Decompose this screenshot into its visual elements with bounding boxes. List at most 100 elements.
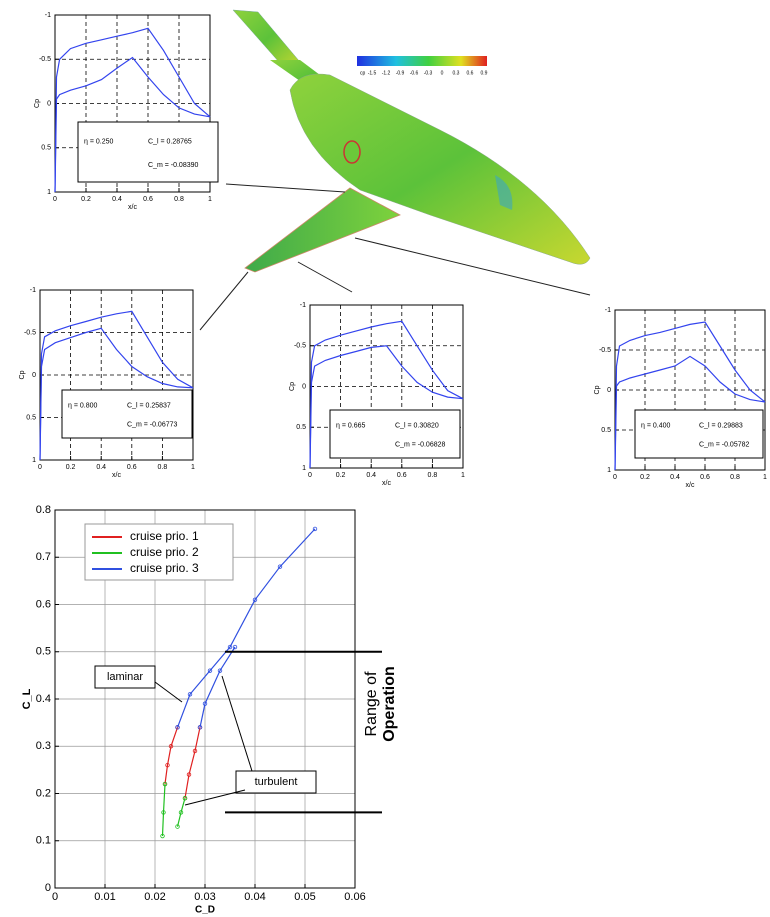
pointer <box>222 676 252 771</box>
legend-label: cruise prio. 1 <box>130 529 199 543</box>
annotation: C_l = 0.30820 <box>395 423 439 430</box>
x-tick-label: 0.6 <box>127 464 137 471</box>
range-label: Range of <box>363 671 380 736</box>
x-tick-label: 0.8 <box>158 464 168 471</box>
x-tick-label: 1 <box>208 196 212 203</box>
x-axis-label: x/c <box>112 472 121 479</box>
y-tick-label: 0.7 <box>36 551 51 563</box>
y-tick-label: 1 <box>47 189 51 196</box>
x-tick-label: 0 <box>308 472 312 479</box>
x-tick-label: 0.01 <box>94 891 115 903</box>
y-axis-label: Cp <box>289 382 296 391</box>
x-tick-label: 0.6 <box>143 196 153 203</box>
y-tick-label: 0.5 <box>36 646 51 658</box>
y-tick-label: 1 <box>302 465 306 472</box>
x-tick-label: 0.06 <box>344 891 365 903</box>
y-tick-label: 0.5 <box>296 424 306 431</box>
x-tick-label: 0 <box>613 474 617 481</box>
x-tick-label: 0.6 <box>397 472 407 479</box>
annotation: C_m = -0.05782 <box>699 441 749 448</box>
annotation: η = 0.250 <box>84 139 113 146</box>
x-tick-label: 0.4 <box>96 464 106 471</box>
y-tick-label: 0.3 <box>36 740 51 752</box>
x-tick-label: 0.6 <box>700 474 710 481</box>
annotation: η = 0.400 <box>641 423 670 430</box>
y-tick-label: -0.5 <box>294 343 306 350</box>
figure: -1.5-1.2-0.9-0.6-0.300.30.60.9cp-1-0.500… <box>0 0 770 917</box>
cp-chart: -1-0.500.5100.20.40.60.81x/cCpη = 0.400C… <box>594 307 767 489</box>
x-tick-label: 0 <box>53 196 57 203</box>
x-axis-label: C_D <box>195 905 215 916</box>
colorbar-tick-label: -0.6 <box>410 70 419 76</box>
annotation: C_m = -0.08390 <box>148 162 198 169</box>
y-tick-label: -1 <box>300 302 306 309</box>
series-line <box>165 727 200 798</box>
annotation: η = 0.800 <box>68 403 97 410</box>
y-tick-label: -0.5 <box>24 329 36 336</box>
x-axis-label: x/c <box>382 480 391 487</box>
y-axis-label: Cp <box>19 370 26 379</box>
colorbar-tick-label: 0.6 <box>467 70 474 76</box>
y-tick-label: 0.1 <box>36 835 51 847</box>
x-tick-label: 0.8 <box>174 196 184 203</box>
annotation: C_l = 0.29883 <box>699 423 743 430</box>
colorbar-tick-label: 0.3 <box>453 70 460 76</box>
y-tick-label: -1 <box>605 307 611 314</box>
annotation: C_m = -0.06828 <box>395 441 445 448</box>
x-tick-label: 0.2 <box>81 196 91 203</box>
annotation: laminar <box>107 671 143 683</box>
y-tick-label: 0.2 <box>36 787 51 799</box>
x-axis-label: x/c <box>128 204 137 211</box>
annotation-box <box>330 410 460 458</box>
y-tick-label: 0 <box>45 882 51 894</box>
annotation: C_m = -0.06773 <box>127 421 177 428</box>
x-tick-label: 1 <box>191 464 195 471</box>
y-tick-label: -1 <box>30 287 36 294</box>
y-tick-label: 0 <box>607 387 611 394</box>
y-tick-label: 1 <box>607 467 611 474</box>
y-tick-label: 0.5 <box>26 414 36 421</box>
x-tick-label: 0.4 <box>366 472 376 479</box>
cp-chart: -1-0.500.5100.20.40.60.81x/cCpη = 0.665C… <box>289 302 465 487</box>
annotation-box <box>78 122 218 182</box>
y-tick-label: 0.6 <box>36 598 51 610</box>
pointer <box>185 790 245 805</box>
x-tick-label: 1 <box>461 472 465 479</box>
x-tick-label: 0.02 <box>144 891 165 903</box>
x-axis-label: x/c <box>686 482 695 489</box>
y-tick-label: -0.5 <box>39 56 51 63</box>
x-tick-label: 0.03 <box>194 891 215 903</box>
y-tick-label: -1 <box>45 12 51 19</box>
x-tick-label: 0.04 <box>244 891 265 903</box>
colorbar-tick-label: -1.2 <box>382 70 391 76</box>
x-tick-label: 0.4 <box>670 474 680 481</box>
x-tick-label: 0.2 <box>66 464 76 471</box>
x-tick-label: 0 <box>52 891 58 903</box>
x-tick-label: 0.8 <box>428 472 438 479</box>
y-tick-label: 0 <box>32 372 36 379</box>
annotation-box <box>635 410 763 458</box>
colorbar-tick-label: -1.5 <box>368 70 377 76</box>
y-axis-label: Cp <box>34 99 41 108</box>
colorbar-tick-label: 0 <box>441 70 444 76</box>
annotation: C_l = 0.28765 <box>148 139 192 146</box>
x-tick-label: 1 <box>763 474 767 481</box>
series-line <box>163 784 186 836</box>
colorbar-tick-label: -0.9 <box>396 70 405 76</box>
y-tick-label: 1 <box>32 457 36 464</box>
y-tick-label: 0.8 <box>36 504 51 516</box>
y-tick-label: 0.5 <box>601 427 611 434</box>
x-tick-label: 0.4 <box>112 196 122 203</box>
x-tick-label: 0.8 <box>730 474 740 481</box>
cp-chart: -1-0.500.5100.20.40.60.81x/cCpη = 0.800C… <box>19 287 195 479</box>
x-tick-label: 0.05 <box>294 891 315 903</box>
annotation-box <box>62 390 192 438</box>
y-tick-label: 0.4 <box>36 693 51 705</box>
x-tick-label: 0.2 <box>336 472 346 479</box>
annotation: C_l = 0.25837 <box>127 403 171 410</box>
x-tick-label: 0 <box>38 464 42 471</box>
y-tick-label: 0 <box>47 100 51 107</box>
annotation: η = 0.665 <box>336 423 365 430</box>
annotation: turbulent <box>255 776 298 788</box>
